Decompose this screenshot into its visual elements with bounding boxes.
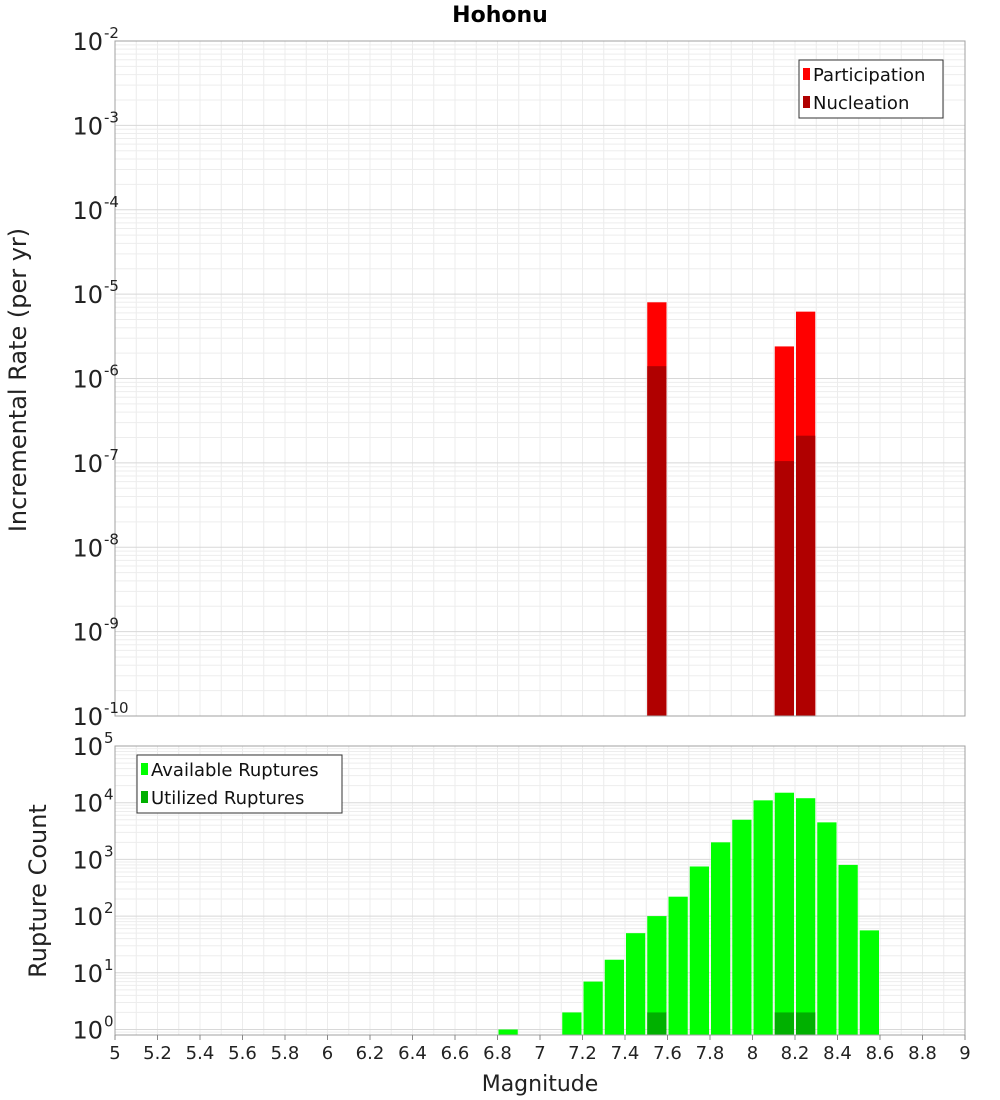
y-tick-label: 10 [72,112,103,140]
count-bar-primary [817,822,837,1035]
y-tick-exponent: -5 [104,277,119,295]
x-tick-label: 7.6 [653,1043,682,1064]
y-tick-label: 10 [72,733,103,761]
count-bar-primary [711,842,731,1035]
rate-y-axis-label: Incremental Rate (per yr) [4,228,32,532]
y-tick-label: 10 [72,846,103,874]
rate-legend: Participation Nucleation [798,59,944,119]
rate-bar-secondary [774,461,794,716]
count-bar-primary [562,1012,582,1035]
x-tick-label: 6.8 [483,1043,512,1064]
count-bar-primary [626,933,646,1035]
legend-label: Available Ruptures [151,760,319,781]
rate-bars [647,302,816,716]
x-tick-label: 6.4 [398,1043,427,1064]
y-tick-exponent: 2 [104,899,114,917]
y-tick-label: 10 [72,534,103,562]
count-bar-primary [753,800,773,1035]
y-tick-exponent: -7 [104,446,119,464]
count-bar-primary [859,930,879,1035]
count-bar-primary [583,981,603,1035]
count-legend: Available Ruptures Utilized Ruptures [136,754,343,814]
legend-swatch [803,68,810,80]
x-tick-label: 7.4 [611,1043,640,1064]
y-tick-label: 10 [72,281,103,309]
y-tick-label: 10 [72,703,103,731]
y-tick-exponent: -8 [104,530,119,548]
legend-swatch [141,763,148,775]
y-tick-label: 10 [72,1017,103,1045]
count-bars [498,792,879,1035]
count-bar-primary [498,1029,518,1035]
legend-label: Participation [813,65,925,86]
x-tick-label: 8.4 [823,1043,852,1064]
count-y-axis-label: Rupture Count [24,804,52,978]
x-tick-label: 8.8 [908,1043,937,1064]
x-tick-label: 5 [109,1043,120,1064]
y-tick-exponent: -6 [104,362,119,380]
count-bar-secondary [796,1012,816,1035]
count-bar-primary [689,866,709,1035]
x-tick-label: 8.6 [866,1043,895,1064]
count-bar-primary [668,896,688,1035]
rate-bar-secondary [647,366,667,716]
y-tick-label: 10 [72,960,103,988]
y-tick-exponent: 1 [104,956,114,974]
x-tick-label: 8.2 [781,1043,810,1064]
legend-swatch [141,791,148,803]
chart-title: Hohonu [452,3,548,28]
rate-grid [114,41,966,717]
count-bar-primary [732,819,752,1035]
y-tick-label: 10 [72,790,103,818]
x-tick-label: 7.2 [568,1043,597,1064]
x-tick-label: 9 [959,1043,970,1064]
magnitude-x-ticks: 5 5.2 5.4 5.6 5.8 6 6.2 6.4 6.6 6.8 7 7.2 7.4 7.6 7.8 8… [109,1035,971,1064]
count-bar-primary [647,916,667,1035]
legend-label: Utilized Ruptures [151,788,304,809]
y-tick-exponent: -10 [104,699,129,717]
x-tick-label: 6.6 [441,1043,470,1064]
y-tick-exponent: 3 [104,842,114,860]
x-tick-label: 5.6 [228,1043,257,1064]
y-tick-label: 10 [72,197,103,225]
y-tick-exponent: -9 [104,615,119,633]
legend-box [136,754,343,814]
x-axis-label: Magnitude [482,1072,599,1097]
y-tick-exponent: -3 [104,108,119,126]
x-tick-label: 5.4 [186,1043,215,1064]
y-tick-label: 10 [72,619,103,647]
count-bar-secondary [774,1012,794,1035]
x-tick-label: 5.2 [143,1043,172,1064]
y-tick-label: 10 [72,450,103,478]
x-tick-label: 8 [747,1043,758,1064]
legend-swatch [803,96,810,108]
x-tick-label: 7 [534,1043,545,1064]
rate-bar-secondary [796,435,816,716]
x-tick-label: 6 [322,1043,333,1064]
rate-plot-border [114,40,966,717]
legend-label: Nucleation [813,93,909,114]
y-tick-label: 10 [72,28,103,56]
count-bar-primary [774,792,794,1035]
legend-box [798,59,944,119]
count-bar-primary [838,864,858,1035]
x-tick-label: 5.8 [271,1043,300,1064]
y-tick-exponent: 5 [104,729,114,747]
y-tick-label: 10 [72,903,103,931]
y-tick-label: 10 [72,366,103,394]
count-bar-primary [604,959,624,1035]
count-bar-secondary [647,1012,667,1035]
x-tick-label: 6.2 [356,1043,385,1064]
x-tick-label: 7.8 [696,1043,725,1064]
y-tick-exponent: -2 [104,24,119,42]
count-bar-primary [796,798,816,1035]
y-tick-exponent: -4 [104,193,119,211]
y-tick-exponent: 0 [104,1013,114,1031]
y-tick-exponent: 4 [104,786,114,804]
